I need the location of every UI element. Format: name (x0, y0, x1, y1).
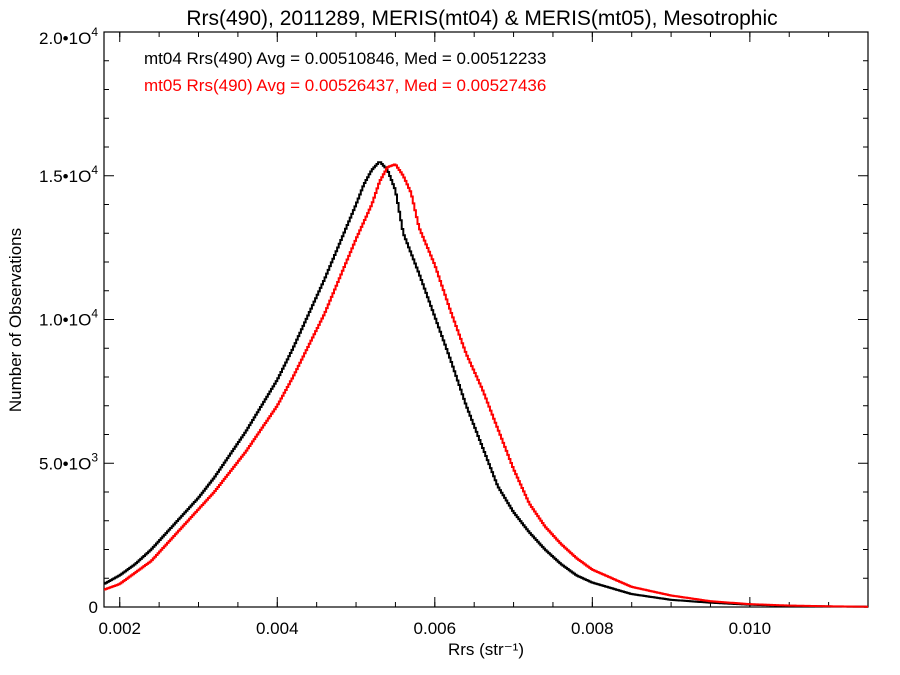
y-tick-base: 0 (89, 598, 98, 617)
y-tick-base: 1.5•1O (39, 167, 91, 186)
y-tick-base: 1.0•1O (39, 311, 91, 330)
y-tick-label: 5.0•1O3 (39, 450, 98, 473)
y-tick-label: 1.5•1O4 (39, 163, 98, 186)
y-tick-label: 0 (89, 598, 98, 617)
legend-mt05: mt05 Rrs(490) Avg = 0.00526437, Med = 0.… (144, 76, 546, 95)
x-tick-label: 0.004 (256, 619, 299, 638)
x-tick-label: 0.002 (98, 619, 141, 638)
x-tick-label: 0.006 (414, 619, 457, 638)
y-axis-label: Number of Observations (6, 228, 25, 412)
y-tick-base: 5.0•1O (39, 454, 91, 473)
series-line-mt05 (104, 163, 868, 608)
y-tick-base: 2.0•1O (39, 29, 91, 48)
y-tick-label: 1.0•1O4 (39, 307, 98, 330)
series-line-mt04 (104, 161, 868, 608)
series-group (104, 161, 868, 608)
legend-mt04: mt04 Rrs(490) Avg = 0.00510846, Med = 0.… (144, 49, 546, 68)
chart-title: Rrs(490), 2011289, MERIS(mt04) & MERIS(m… (186, 7, 777, 30)
x-tick-label: 0.010 (729, 619, 772, 638)
y-tick-label: 2.0•1O4 (39, 25, 98, 48)
y-tick-exponent: 4 (91, 307, 98, 321)
axis-ticks: 0.002 0.004 0.006 0.008 0.01005.0•1O31.0•1O4… (39, 25, 869, 638)
y-tick-exponent: 4 (91, 25, 98, 39)
x-axis-label: Rrs (str⁻¹) (448, 640, 524, 659)
y-tick-exponent: 4 (91, 163, 98, 177)
plot-frame (103, 31, 869, 608)
y-tick-exponent: 3 (91, 450, 98, 464)
x-tick-label: 0.008 (571, 619, 614, 638)
